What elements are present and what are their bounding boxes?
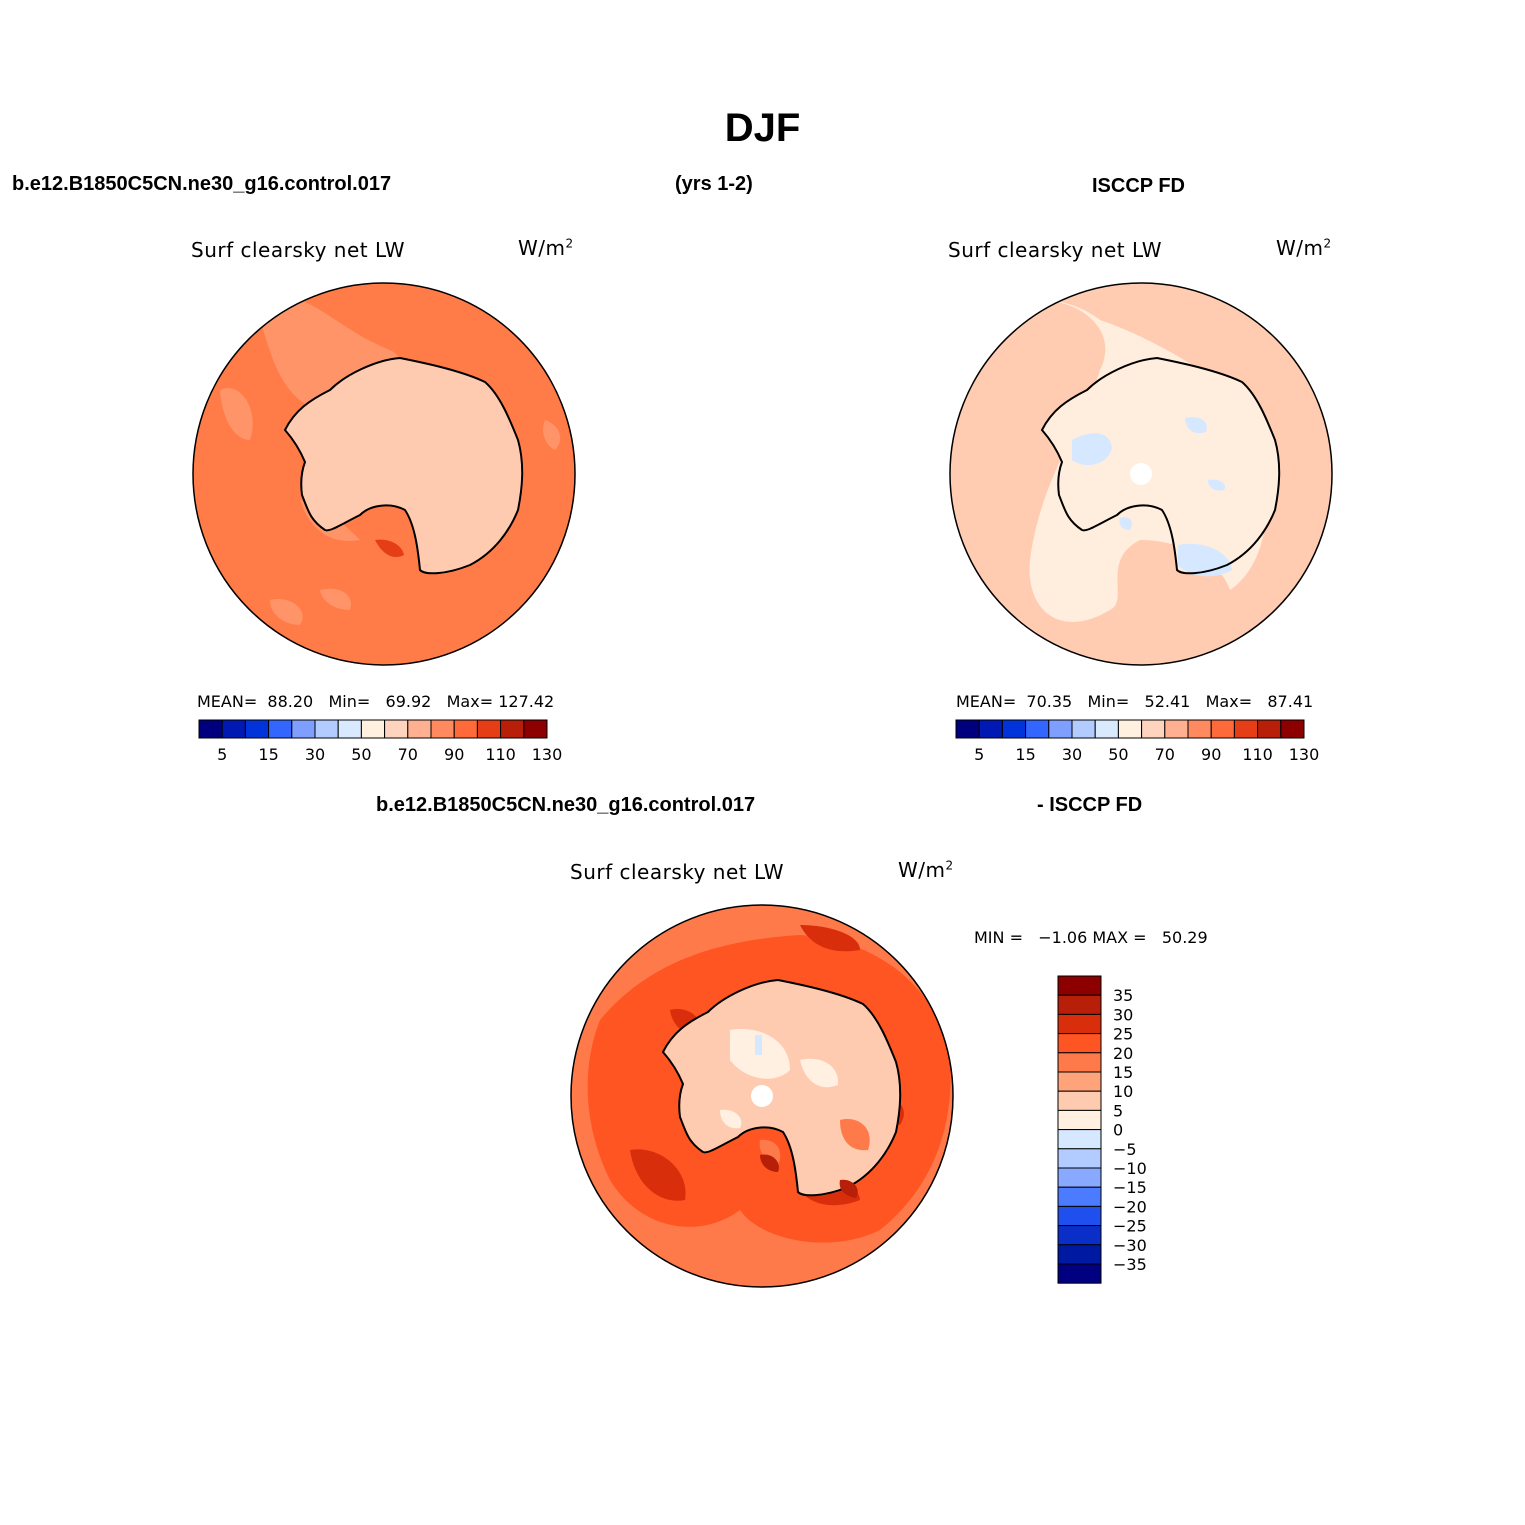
obs-colorbar-box	[955, 719, 980, 739]
diff-colorbar-label: 0	[1113, 1121, 1123, 1140]
diff-colorbar-label: −5	[1113, 1140, 1137, 1159]
obs-colorbar-box	[1233, 719, 1259, 739]
diff-colorbar-label: 30	[1113, 1005, 1133, 1024]
diff-colorbar-box	[1057, 1225, 1102, 1246]
diff-colorbar-box	[1057, 1167, 1102, 1188]
model-stats: MEAN= 88.20 Min= 69.92 Max= 127.42	[197, 692, 555, 711]
diff-colorbar-box	[1057, 1186, 1102, 1207]
obs-colorbar-box	[1187, 719, 1212, 739]
diff-colorbar-label: −25	[1113, 1217, 1147, 1236]
obs-stats: MEAN= 70.35 Min= 52.41 Max= 87.41	[956, 692, 1314, 711]
model-colorbar-box	[500, 719, 525, 739]
obs-colorbar-box	[1164, 719, 1189, 739]
obs-colorbar-box	[1117, 719, 1143, 739]
diff-colorbar-label: −30	[1113, 1236, 1147, 1255]
obs-colorbar-label: 110	[1242, 745, 1273, 764]
obs-colorbar-box	[1071, 719, 1096, 739]
obs-colorbar-label: 50	[1108, 745, 1128, 764]
diff-colorbar-box	[1057, 1244, 1102, 1265]
diff-colorbar-box	[1057, 1071, 1102, 1092]
model-colorbar-box	[198, 719, 223, 739]
diff-obs-header: - ISCCP FD	[1037, 794, 1143, 816]
model-colorbar-box	[268, 719, 293, 739]
obs-colorbar-box	[1048, 719, 1073, 739]
diff-colorbar-label: −20	[1113, 1197, 1147, 1216]
model-colorbar-box	[337, 719, 362, 739]
model-colorbar-box	[476, 719, 502, 739]
diff-colorbar-box	[1057, 1090, 1102, 1111]
years-header: (yrs 1-2)	[675, 173, 753, 195]
diff-colorbar-label: 35	[1113, 986, 1133, 1005]
obs-colorbar-label: 90	[1201, 745, 1221, 764]
obs-map	[949, 282, 1333, 666]
diff-colorbar-label: 20	[1113, 1044, 1133, 1063]
obs-colorbar-label: 130	[1289, 745, 1320, 764]
obs-colorbar-box	[1257, 719, 1282, 739]
case-name-header: b.e12.B1850C5CN.ne30_g16.control.017	[12, 173, 392, 195]
diff-colorbar-box	[1057, 1109, 1102, 1131]
model-colorbar-box	[291, 719, 316, 739]
diff-case-header: b.e12.B1850C5CN.ne30_g16.control.017	[376, 794, 756, 816]
model-colorbar-label: 50	[351, 745, 371, 764]
model-panel-units: W/m2	[518, 236, 574, 260]
model-colorbar-label: 5	[217, 745, 227, 764]
diff-colorbar-box	[1057, 994, 1102, 1015]
obs-colorbar-box	[1001, 719, 1027, 739]
model-colorbar-box	[244, 719, 270, 739]
model-map	[192, 282, 576, 666]
obs-colorbar-box	[1280, 719, 1305, 739]
obs-colorbar-box	[978, 719, 1003, 739]
diff-colorbar-label: −15	[1113, 1178, 1147, 1197]
diff-colorbar-box	[1057, 1052, 1102, 1073]
diff-colorbar-label: −10	[1113, 1159, 1147, 1178]
diff-colorbar-box	[1057, 1013, 1102, 1035]
obs-colorbar: 5 15 30 50 70 90 110 130	[955, 719, 1320, 764]
model-colorbar-label: 15	[258, 745, 278, 764]
obs-colorbar-label: 5	[974, 745, 984, 764]
model-colorbar-box	[221, 719, 246, 739]
diff-colorbar-box	[1057, 975, 1102, 996]
diff-colorbar-box	[1057, 1033, 1102, 1054]
obs-colorbar-box	[1094, 719, 1119, 739]
obs-name-header: ISCCP FD	[1092, 175, 1185, 197]
model-colorbar-box	[384, 719, 409, 739]
diff-colorbar-box	[1057, 1205, 1102, 1227]
obs-colorbar-box	[1141, 719, 1166, 739]
obs-panel-units: W/m2	[1276, 236, 1332, 260]
obs-colorbar-box	[1210, 719, 1235, 739]
model-colorbar-label: 90	[444, 745, 464, 764]
diff-map	[570, 904, 954, 1288]
model-colorbar-box	[407, 719, 432, 739]
diff-colorbar-box	[1057, 1129, 1102, 1150]
obs-colorbar-box	[1025, 719, 1050, 739]
model-colorbar-label: 30	[305, 745, 325, 764]
model-colorbar-label: 70	[398, 745, 418, 764]
obs-panel-variable: Surf clearsky net LW	[948, 238, 1163, 262]
diff-panel-variable: Surf clearsky net LW	[570, 860, 785, 884]
diff-colorbar-box	[1057, 1263, 1102, 1284]
diff-colorbar-label: 15	[1113, 1063, 1133, 1082]
obs-colorbar-label: 30	[1062, 745, 1082, 764]
diff-panel-units: W/m2	[898, 858, 954, 882]
diff-colorbar-label: 5	[1113, 1101, 1123, 1120]
model-colorbar-box	[314, 719, 339, 739]
obs-colorbar-label: 70	[1155, 745, 1175, 764]
diff-stats: MIN = −1.06 MAX = 50.29	[974, 928, 1208, 947]
model-colorbar-box	[430, 719, 455, 739]
model-colorbar-label: 110	[485, 745, 516, 764]
model-colorbar-label: 130	[532, 745, 563, 764]
diff-colorbar-label: 10	[1113, 1082, 1133, 1101]
model-colorbar-box	[453, 719, 478, 739]
diff-colorbar-label: 25	[1113, 1025, 1133, 1044]
diff-colorbar-label: −35	[1113, 1255, 1147, 1274]
diff-colorbar-box	[1057, 1148, 1102, 1169]
model-colorbar-box	[523, 719, 548, 739]
model-panel-variable: Surf clearsky net LW	[191, 238, 406, 262]
obs-colorbar-label: 15	[1015, 745, 1035, 764]
model-colorbar-box	[360, 719, 386, 739]
figure-title: DJF	[724, 106, 801, 150]
model-colorbar: 5 15 30 50 70 90 110 130	[198, 719, 563, 764]
